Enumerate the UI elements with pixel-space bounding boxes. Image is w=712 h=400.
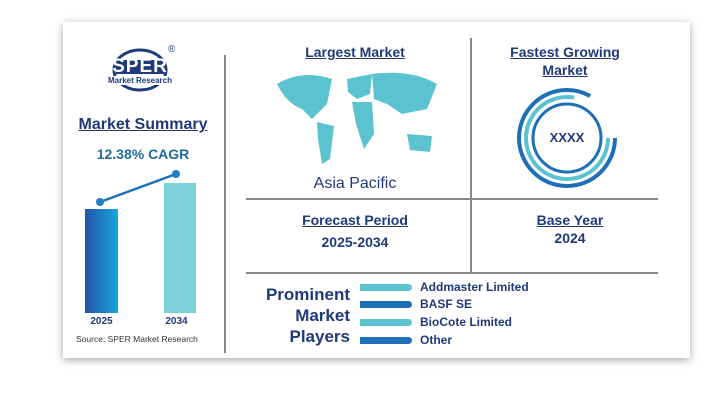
player-bar [360,337,412,344]
largest-market-value: Asia Pacific [313,175,397,192]
player-bar [360,319,412,326]
forecast-title: Forecast Period [302,212,408,228]
largest-market-title: Largest Market [305,44,405,60]
sper-logo: SPER Market Research ® [95,44,185,92]
player-item: Other [420,333,453,347]
forecast-value: 2025-2034 [321,234,389,250]
source: Source: SPER Market Research [76,334,198,344]
ring-icon [517,88,617,188]
player-item: Addmaster Limited [420,280,529,294]
bar-2025 [85,209,118,313]
base-year-title: Base Year [536,212,604,228]
fastest-market-value: XXXX [549,130,585,145]
base-year-value: 2024 [554,230,586,246]
divider [224,55,226,353]
divider [470,38,472,274]
world-map-icon [277,72,437,164]
player-bar [360,301,412,308]
bar-2034 [164,183,196,313]
divider [246,272,658,274]
divider [246,198,658,200]
player-bar [360,284,412,291]
players-title: Prominent Market Players [265,285,350,346]
cagr: 12.38% CAGR [96,146,190,162]
player-item: BASF SE [420,297,473,311]
growth-chart [85,170,196,313]
market-summary-title: Market Summary [78,116,208,133]
player-item: BioCote Limited [420,315,512,329]
